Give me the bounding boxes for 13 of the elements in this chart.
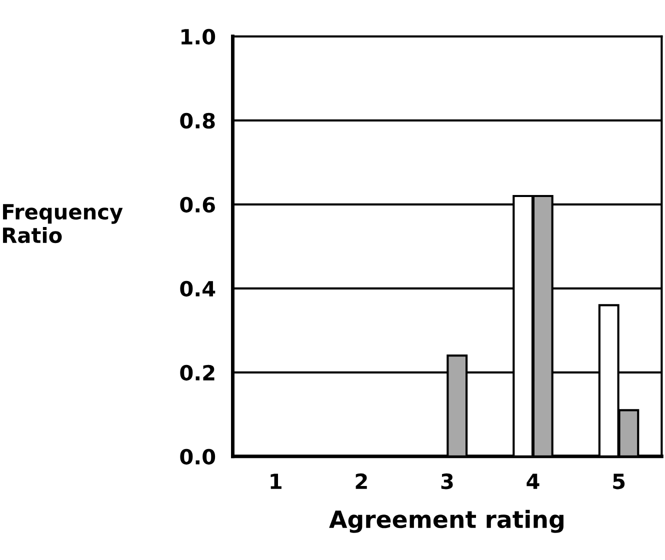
y-tick-label: 0.4 — [180, 280, 216, 297]
x-tick-label: 2 — [356, 473, 367, 489]
x-tick-label: 3 — [441, 473, 453, 490]
y-tick-label: 0.8 — [180, 112, 215, 129]
y-tick-label: 1.0 — [182, 28, 216, 45]
y-axis-title: Frequency Ratio — [3, 204, 123, 244]
x-tick-label: 5 — [613, 474, 625, 490]
x-axis-title: Agreement rating — [329, 510, 564, 533]
y-tick-label: 0.6 — [180, 196, 215, 213]
x-tick-label: 1 — [270, 474, 282, 489]
y-tick-label: 0.2 — [180, 364, 214, 381]
x-tick-label: 4 — [526, 474, 540, 489]
y-tick-label: 0.0 — [180, 448, 216, 465]
